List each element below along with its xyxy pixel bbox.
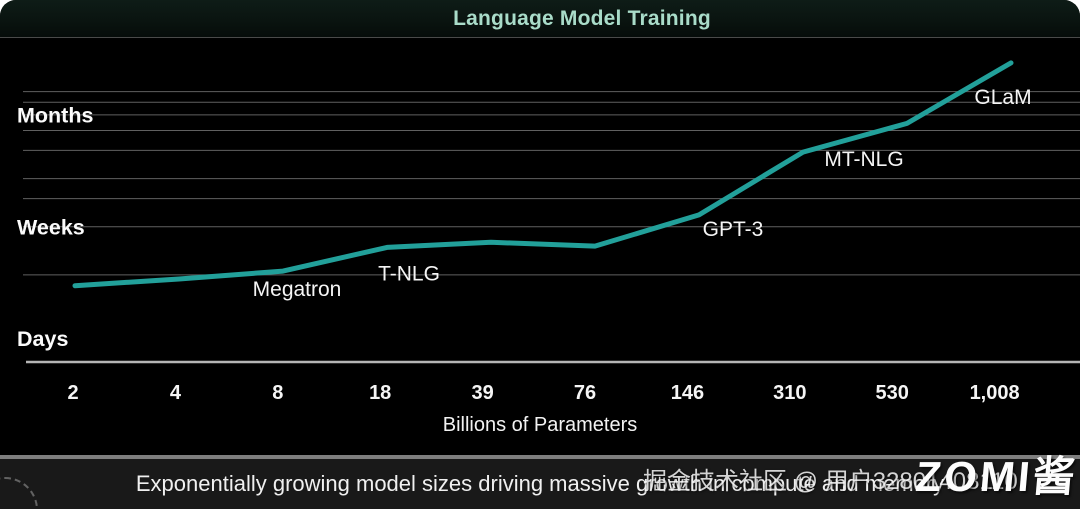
watermark-logo: ZOMI酱	[913, 453, 1080, 500]
x-tick-label: 8	[272, 382, 283, 404]
chart-title: Language Model Training	[453, 7, 711, 30]
y-axis-band-label: Months	[17, 103, 93, 127]
watermark-community: 掘金技术社区 @ 用户32801408110	[643, 468, 1018, 495]
caption-text: Exponentially growing model sizes drivin…	[135, 471, 945, 496]
x-tick-label: 1,008	[970, 382, 1020, 404]
x-tick-label: 146	[671, 382, 704, 404]
x-tick-label: 76	[574, 382, 596, 404]
model-label: Megatron	[253, 278, 342, 301]
training-time-line	[72, 60, 1014, 289]
x-tick-label: 530	[876, 382, 909, 404]
x-tick-label: 310	[773, 382, 806, 404]
x-tick-label: 4	[170, 382, 182, 404]
slide-header: Language Model Training	[0, 0, 1080, 38]
x-tick-label: 39	[471, 382, 493, 404]
caption-bar: Exponentially growing model sizes drivin…	[0, 455, 1080, 509]
x-axis-title: Billions of Parameters	[442, 414, 638, 436]
model-label: T-NLG	[378, 262, 440, 285]
x-tick-label: 2	[67, 382, 78, 404]
x-tick-label: 18	[369, 382, 391, 404]
y-axis-band-label: Days	[17, 327, 68, 351]
model-label: MT-NLG	[824, 148, 903, 171]
model-label: GPT-3	[703, 218, 764, 241]
y-axis-band-label: Weeks	[17, 215, 85, 239]
model-label: GLaM	[974, 86, 1031, 109]
